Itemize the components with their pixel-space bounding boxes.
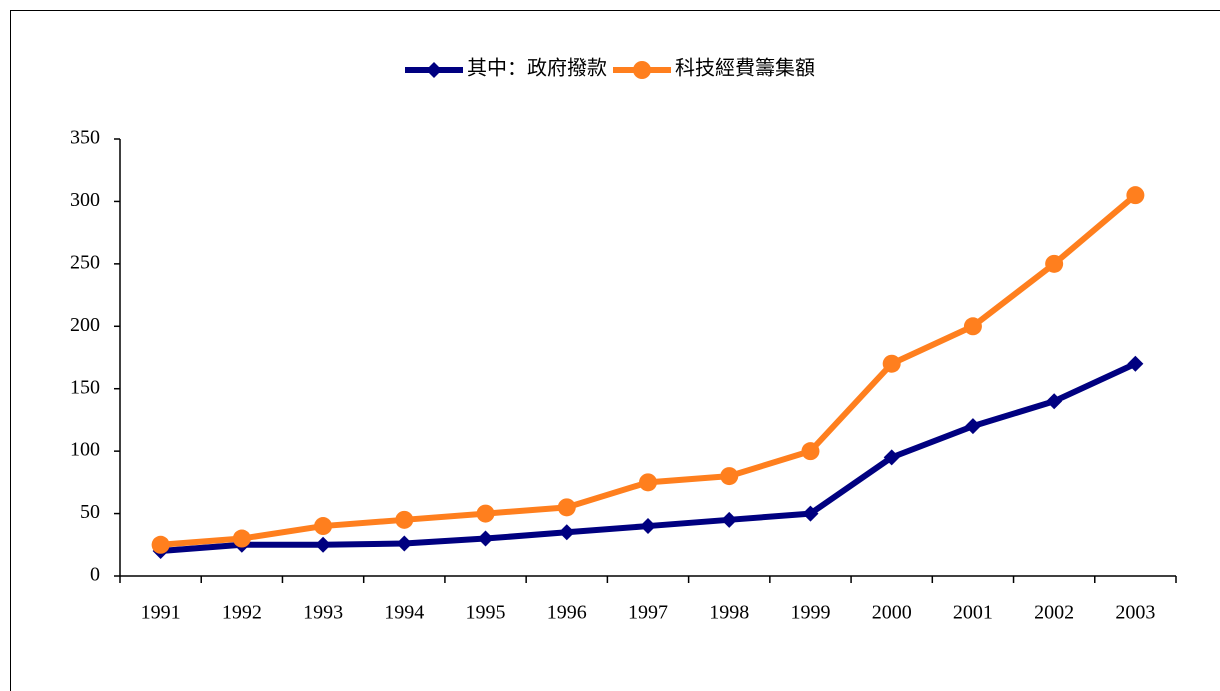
x-tick-label: 1994 [384,602,424,624]
x-tick-label: 2003 [1115,602,1155,624]
marker [1127,355,1144,372]
y-tick-label: 300 [70,189,100,211]
marker [151,535,170,554]
legend-label: 其中：政府撥款 [467,57,607,80]
marker [557,498,576,517]
x-tick-label: 2000 [872,602,912,624]
x-tick-label: 1999 [790,602,830,624]
marker [395,510,414,529]
y-tick-label: 350 [70,127,100,149]
marker [633,61,651,79]
marker [883,449,900,466]
legend-label: 科技經費籌集額 [675,57,815,80]
y-tick-label: 250 [70,251,100,273]
marker [640,518,656,535]
marker [964,418,981,435]
marker [477,530,494,547]
y-tick-label: 50 [80,501,100,523]
marker [426,62,442,78]
x-tick-label: 2001 [953,602,993,624]
marker [721,511,738,528]
marker [558,524,575,541]
x-tick-label: 1993 [303,602,343,624]
marker [315,536,332,553]
x-tick-label: 1996 [547,602,587,624]
y-tick-label: 100 [70,439,100,461]
x-tick-label: 2002 [1034,602,1074,624]
series-line [160,192,1138,548]
marker [232,529,251,548]
y-tick-label: 150 [70,376,100,398]
marker [801,442,820,461]
x-tick-label: 1991 [141,602,181,624]
marker [314,517,333,536]
marker [1046,393,1063,410]
y-tick-label: 0 [90,564,100,586]
marker [802,505,819,522]
marker [1045,254,1064,273]
marker [396,535,413,552]
marker [1126,186,1145,205]
marker [882,354,901,373]
marker [720,467,739,486]
y-tick-label: 200 [70,314,100,336]
x-tick-label: 1992 [222,602,262,624]
marker [639,473,657,492]
x-tick-label: 1995 [466,602,506,624]
chart-border [10,10,1220,691]
x-tick-label: 1997 [628,602,668,624]
marker [963,317,982,336]
marker [476,504,495,523]
x-tick-label: 1998 [709,602,749,624]
